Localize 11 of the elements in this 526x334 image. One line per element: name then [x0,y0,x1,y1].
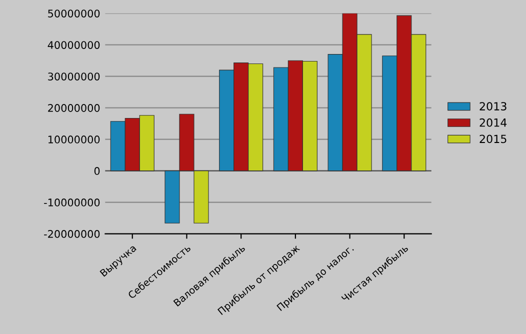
y-tick-label: 20000000 [48,104,100,112]
y-tick-label: 50000000 [48,10,100,18]
y-tick-label: 10000000 [48,136,100,144]
y-tick-label: 40000000 [48,41,100,49]
legend-label: 2013 [480,102,506,110]
y-tick-label: 0 [94,167,100,175]
y-tick-label: -20000000 [44,230,100,238]
y-tick-label: 30000000 [48,72,100,80]
legend-label: 2015 [480,134,506,144]
legend-label: 2014 [480,118,507,127]
y-tick-label: -10000000 [44,198,100,206]
